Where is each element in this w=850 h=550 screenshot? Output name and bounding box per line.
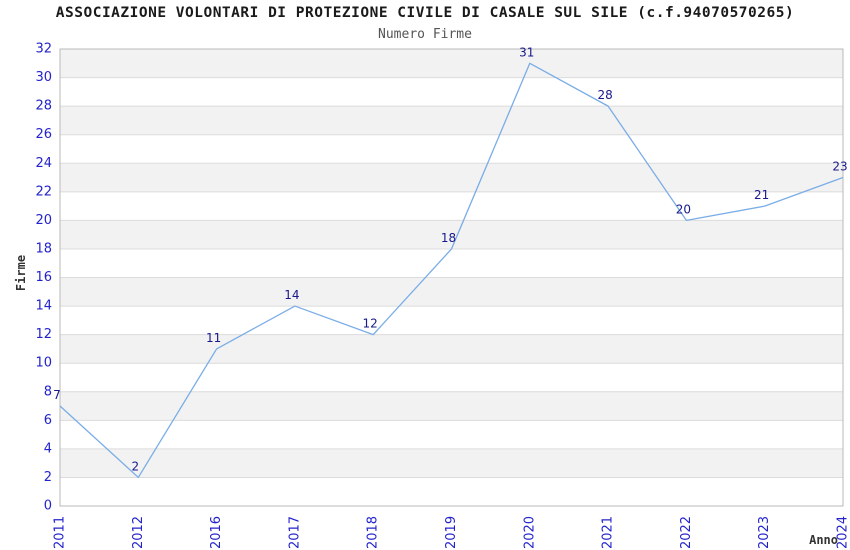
y-tick-label: 4: [44, 441, 52, 456]
y-tick-label: 18: [35, 241, 52, 256]
plot-band: [60, 448, 843, 478]
point-label: 18: [441, 231, 456, 245]
x-tick-label: 2017: [287, 516, 302, 549]
y-tick-label: 16: [35, 270, 52, 285]
point-label: 7: [53, 388, 61, 402]
y-tick-label: 28: [35, 99, 52, 114]
point-label: 14: [284, 288, 299, 302]
x-tick-label: 2020: [522, 516, 537, 549]
x-tick-label: 2023: [757, 516, 772, 549]
plot-border: [59, 48, 844, 507]
x-tick-label: 2011: [53, 516, 68, 549]
point-label: 21: [754, 188, 769, 202]
point-label: 20: [676, 202, 691, 216]
series-line: [59, 62, 844, 479]
x-tick-label: 2016: [209, 516, 224, 549]
y-axis-title: Firme: [14, 254, 28, 292]
x-tick-label: 2012: [131, 516, 146, 549]
point-label: 28: [597, 88, 612, 102]
x-tick-label: 2021: [601, 516, 616, 549]
y-tick-label: 10: [35, 356, 52, 371]
x-tick-label: 2018: [366, 516, 381, 549]
y-tick-label: 24: [35, 156, 52, 171]
x-tick-label: 2024: [836, 516, 850, 549]
point-label: 31: [519, 45, 534, 59]
plot-band: [60, 277, 843, 307]
point-label: 12: [363, 317, 378, 331]
y-tick-label: 20: [35, 213, 52, 228]
y-tick-label: 26: [35, 127, 52, 142]
y-tick-label: 22: [35, 184, 52, 199]
plot-band: [60, 391, 843, 421]
plot-band: [60, 106, 843, 135]
y-tick-label: 14: [35, 299, 52, 314]
y-tick-label: 0: [44, 499, 52, 514]
plot-band: [60, 49, 843, 78]
point-label: 2: [131, 459, 139, 473]
y-tick-label: 6: [44, 413, 52, 428]
y-tick-label: 12: [35, 327, 52, 342]
point-label: 11: [206, 331, 221, 345]
plot-band: [60, 220, 843, 249]
y-tick-label: 2: [44, 470, 52, 485]
x-tick-label: 2019: [444, 516, 459, 549]
x-tick-label: 2022: [679, 516, 694, 549]
plot-band: [60, 163, 843, 192]
chart-title: ASSOCIAZIONE VOLONTARI DI PROTEZIONE CIV…: [55, 5, 795, 21]
point-label: 23: [832, 160, 847, 174]
y-tick-label: 32: [35, 42, 52, 57]
plot-band: [60, 334, 843, 364]
chart-subtitle: Numero Firme: [378, 27, 472, 42]
y-tick-label: 8: [44, 384, 52, 399]
x-axis-title: Anno: [809, 533, 838, 547]
y-tick-label: 30: [35, 70, 52, 85]
